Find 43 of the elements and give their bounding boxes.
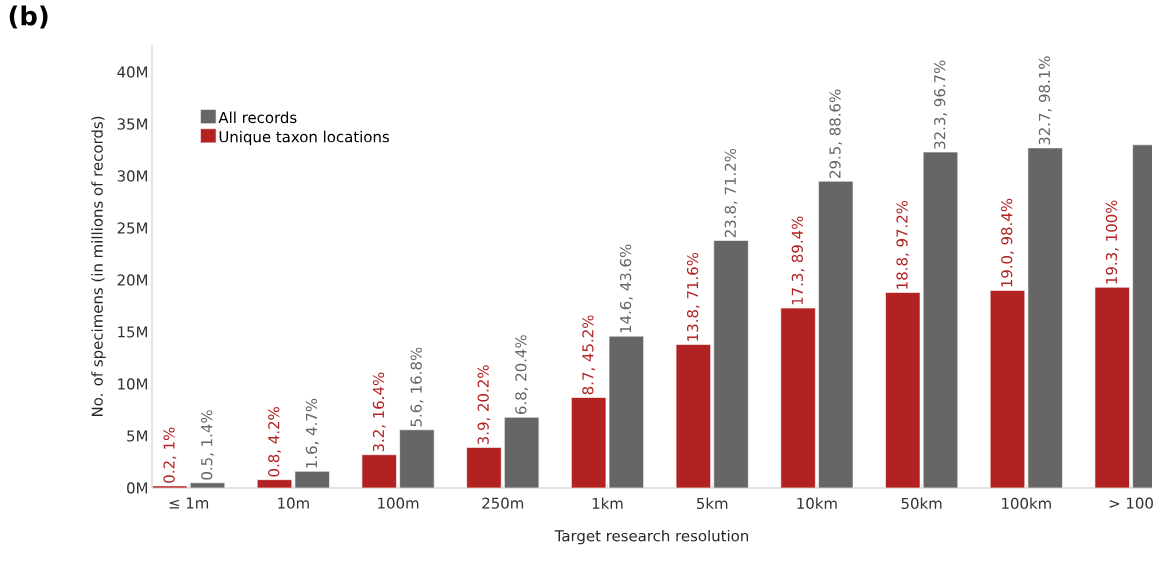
data-label: 8.7, 45.2% — [582, 315, 596, 395]
y-tick-label: 20M — [117, 274, 148, 286]
data-label: 17.3, 89.4% — [791, 216, 805, 305]
chart-title: (b) — [9, 5, 48, 29]
data-label: 1.6, 4.7% — [305, 398, 319, 468]
y-tick-label: 40M — [117, 66, 148, 78]
x-tick-label: 50km — [901, 497, 942, 510]
data-label: 3.9, 20.2% — [477, 365, 491, 445]
legend-label: Unique taxon locations — [219, 130, 389, 146]
x-tick-label: ≤ 1m — [169, 497, 209, 509]
x-tick-label: 250m — [482, 497, 524, 509]
x-tick-label: 100km — [1002, 497, 1051, 510]
data-label: 6.8, 20.4% — [515, 335, 529, 415]
data-label: 0.5, 1.4% — [201, 410, 214, 480]
data-label: 23.8, 71.2% — [724, 148, 738, 238]
data-label: 32.7, 98.1% — [1038, 56, 1052, 145]
data-label: 3.2, 16.4% — [372, 372, 386, 452]
data-label: 29.5, 88.6% — [829, 89, 843, 178]
y-tick-label: 15M — [118, 326, 148, 338]
data-label: 0.8, 4.2% — [268, 407, 281, 477]
data-label: 32.3, 96.7% — [934, 60, 947, 149]
data-label: 5.6, 16.8% — [410, 347, 424, 427]
legend-label: All records — [218, 111, 297, 124]
x-axis-title: Target research resolution — [554, 529, 749, 545]
y-tick-label: 25M — [117, 222, 148, 234]
data-label: 0.2, 1% — [163, 427, 177, 483]
data-label: 19.0, 98.4% — [1001, 198, 1014, 287]
y-tick-label: 5M — [127, 430, 148, 442]
x-tick-label: 5km — [697, 497, 728, 510]
y-axis-title: No. of specimens (in millions of records) — [91, 116, 106, 416]
data-label: 13.8, 71.6% — [686, 252, 700, 341]
data-label: 19.3, 100% — [1105, 200, 1119, 284]
data-label: 14.6, 43.6% — [619, 244, 633, 333]
y-tick-label: 35M — [117, 118, 148, 130]
data-label: 18.8, 97.2% — [896, 200, 910, 289]
x-tick-label: 100m — [378, 497, 419, 509]
x-tick-label: > 100 — [1109, 497, 1153, 509]
y-tick-label: 10M — [118, 378, 148, 390]
x-tick-label: 1km — [592, 497, 623, 509]
y-tick-label: 0M — [127, 482, 148, 494]
x-tick-label: 10km — [797, 497, 837, 510]
x-tick-label: 10m — [278, 497, 309, 509]
y-tick-label: 30M — [117, 170, 148, 182]
